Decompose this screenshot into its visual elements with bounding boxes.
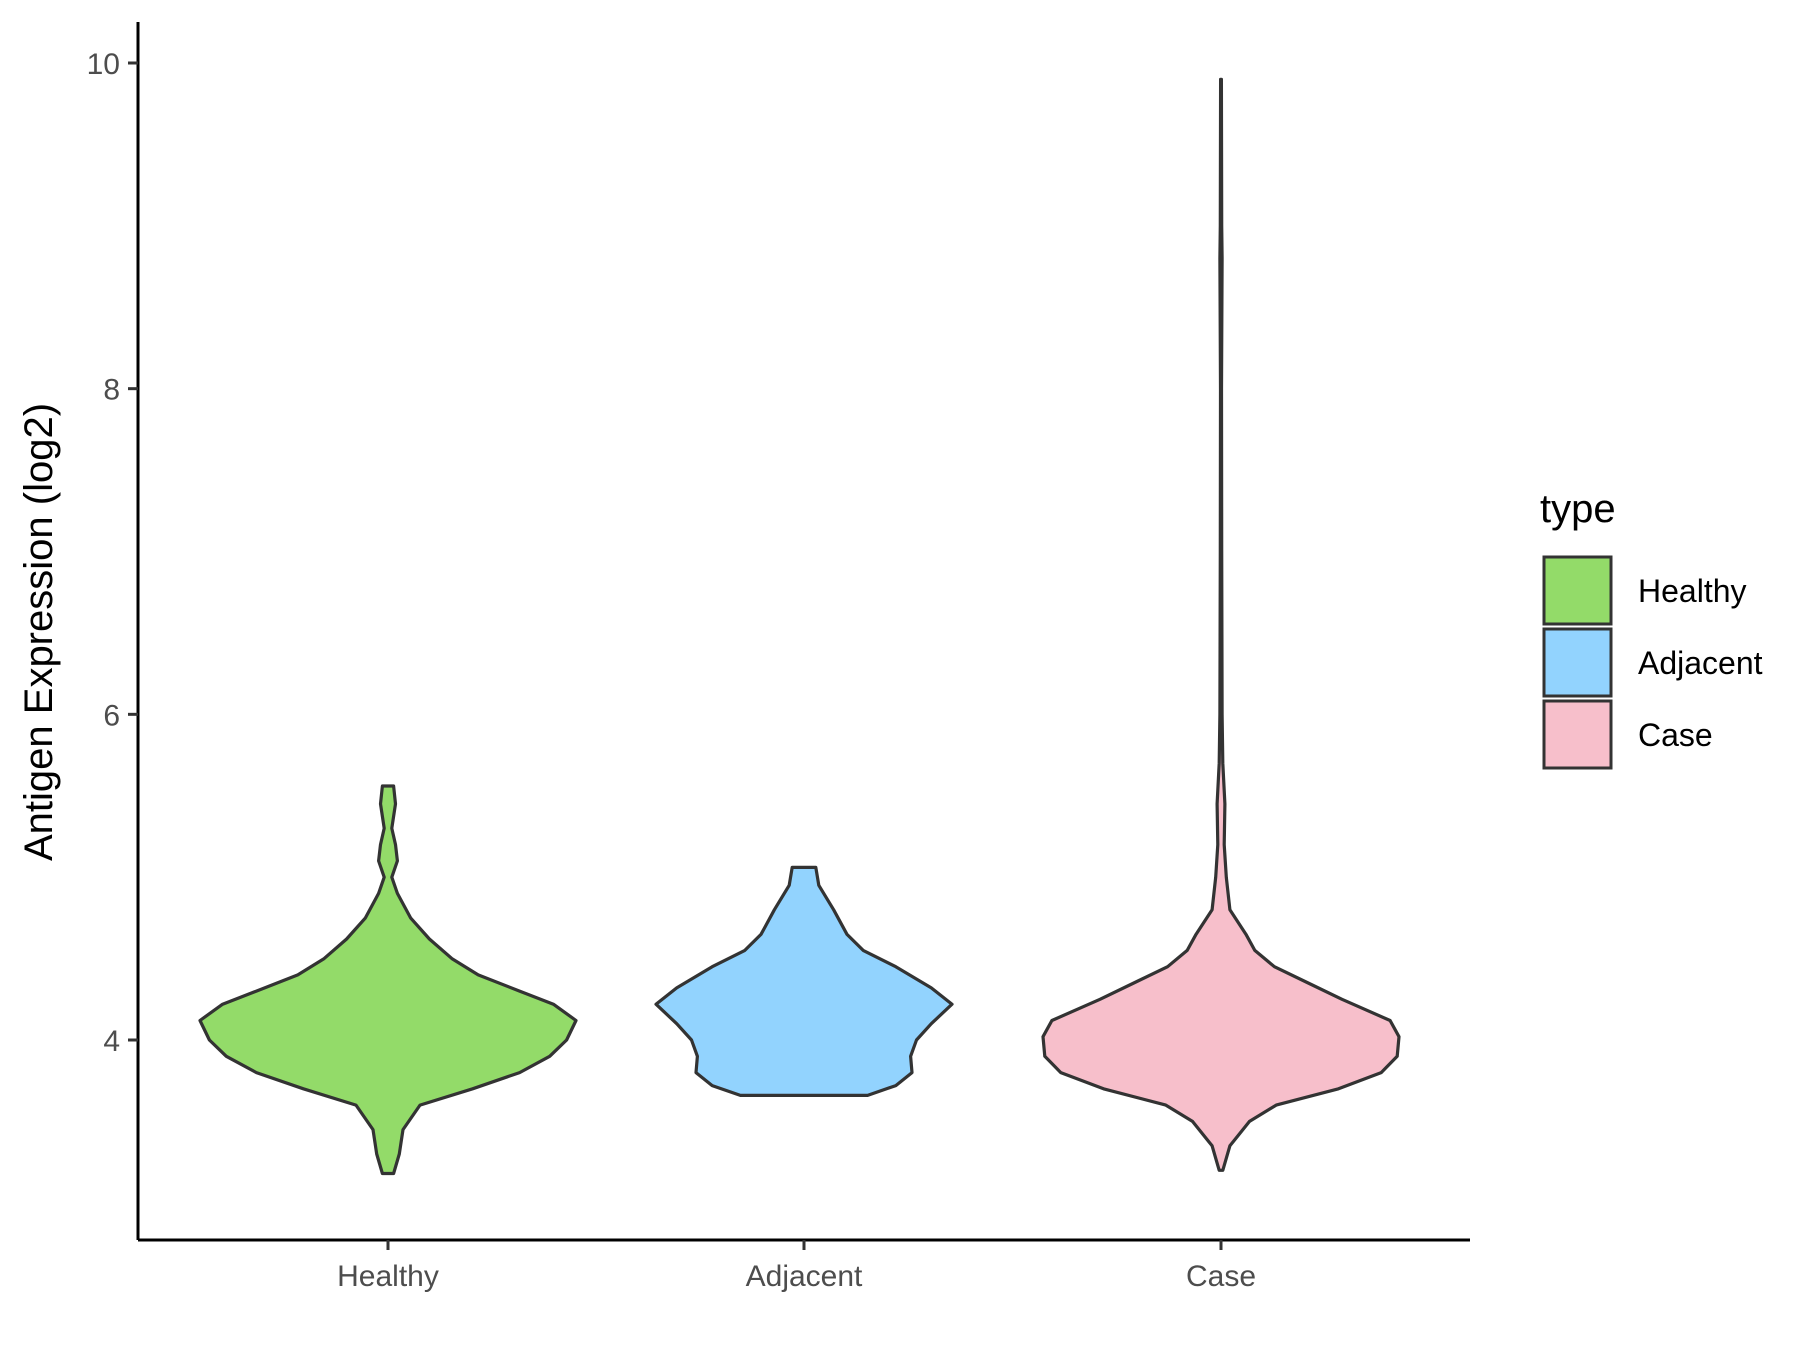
legend-label-healthy: Healthy <box>1638 573 1747 609</box>
x-tick-label-adjacent: Adjacent <box>746 1260 863 1293</box>
legend-key-healthy <box>1542 555 1613 626</box>
y-tick-label-8: 8 <box>103 374 120 407</box>
legend: type Healthy Adjacent Case <box>1540 487 1763 770</box>
plot-area <box>198 77 1401 1176</box>
violin-healthy <box>198 784 578 1176</box>
x-tick-label-case: Case <box>1186 1260 1256 1293</box>
violin-adjacent <box>654 865 954 1097</box>
legend-title: type <box>1540 487 1616 531</box>
axes: 4 6 8 10 Healthy Adjacent Case <box>87 22 1470 1293</box>
legend-key-case <box>1542 699 1613 770</box>
legend-label-case: Case <box>1638 717 1713 753</box>
x-tick-label-healthy: Healthy <box>337 1260 439 1293</box>
y-axis-title: Antigen Expression (log2) <box>17 403 61 861</box>
legend-key-adjacent <box>1542 627 1613 698</box>
y-tick-label-10: 10 <box>87 48 120 81</box>
y-tick-label-4: 4 <box>103 1025 120 1058</box>
violin-case <box>1041 77 1401 1172</box>
legend-label-adjacent: Adjacent <box>1638 645 1763 681</box>
y-tick-label-6: 6 <box>103 699 120 732</box>
